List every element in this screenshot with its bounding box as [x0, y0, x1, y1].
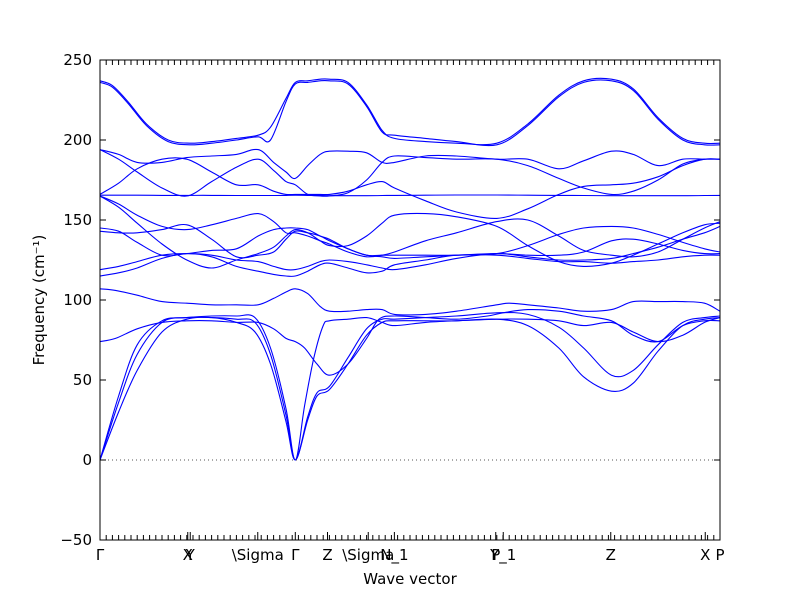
x-tick-label: \Sigma: [232, 546, 284, 564]
band-line-16: [99, 77, 721, 146]
band-line-9: [99, 225, 721, 259]
band-line-10: [99, 195, 721, 269]
band-line-14: [99, 149, 721, 197]
band-lines: [99, 77, 721, 461]
band-line-5: [99, 288, 721, 316]
band-line-2: [99, 311, 721, 461]
x-tick-label: X: [183, 546, 193, 564]
x-tick-label: X: [700, 546, 710, 564]
band-line-7: [99, 225, 721, 271]
y-tick-label: 250: [63, 51, 92, 69]
y-axis-label: Frequency (cm⁻¹): [30, 235, 48, 366]
x-tick-label: Z: [606, 546, 616, 564]
y-tick-label: 100: [63, 291, 92, 309]
band-line-1: [99, 316, 721, 461]
x-tick-label: Γ: [96, 546, 105, 564]
x-tick-label: N_1: [380, 546, 408, 565]
band-line-17: [99, 79, 721, 147]
x-tick-label: P: [715, 546, 724, 564]
y-tick-label: 200: [63, 131, 92, 149]
x-axis-label: Wave vector: [363, 570, 457, 588]
y-tick-label: −50: [60, 531, 92, 549]
band-line-11: [99, 195, 721, 258]
plot-frame: [99, 59, 721, 541]
y-tick-label: 50: [73, 371, 92, 389]
band-line-4: [99, 308, 721, 376]
x-tick-label: Y: [185, 546, 196, 564]
band-line-3: [99, 314, 721, 461]
y-tick-label: 0: [82, 451, 92, 469]
x-tick-label: Y_1: [489, 546, 516, 565]
band-line-15: [99, 148, 720, 180]
x-tick-label: P: [491, 546, 500, 564]
x-tick-label: \Sigma: [342, 546, 394, 564]
x-tick-label: Z: [322, 546, 332, 564]
x-tick-label: Γ: [291, 546, 300, 564]
y-tick-labels: −50 0 50 100 150 200 250: [60, 51, 92, 549]
axis-ticks: [99, 59, 721, 541]
y-tick-label: 150: [63, 211, 92, 229]
band-line-12: [100, 194, 721, 197]
band-line-13: [99, 157, 721, 219]
